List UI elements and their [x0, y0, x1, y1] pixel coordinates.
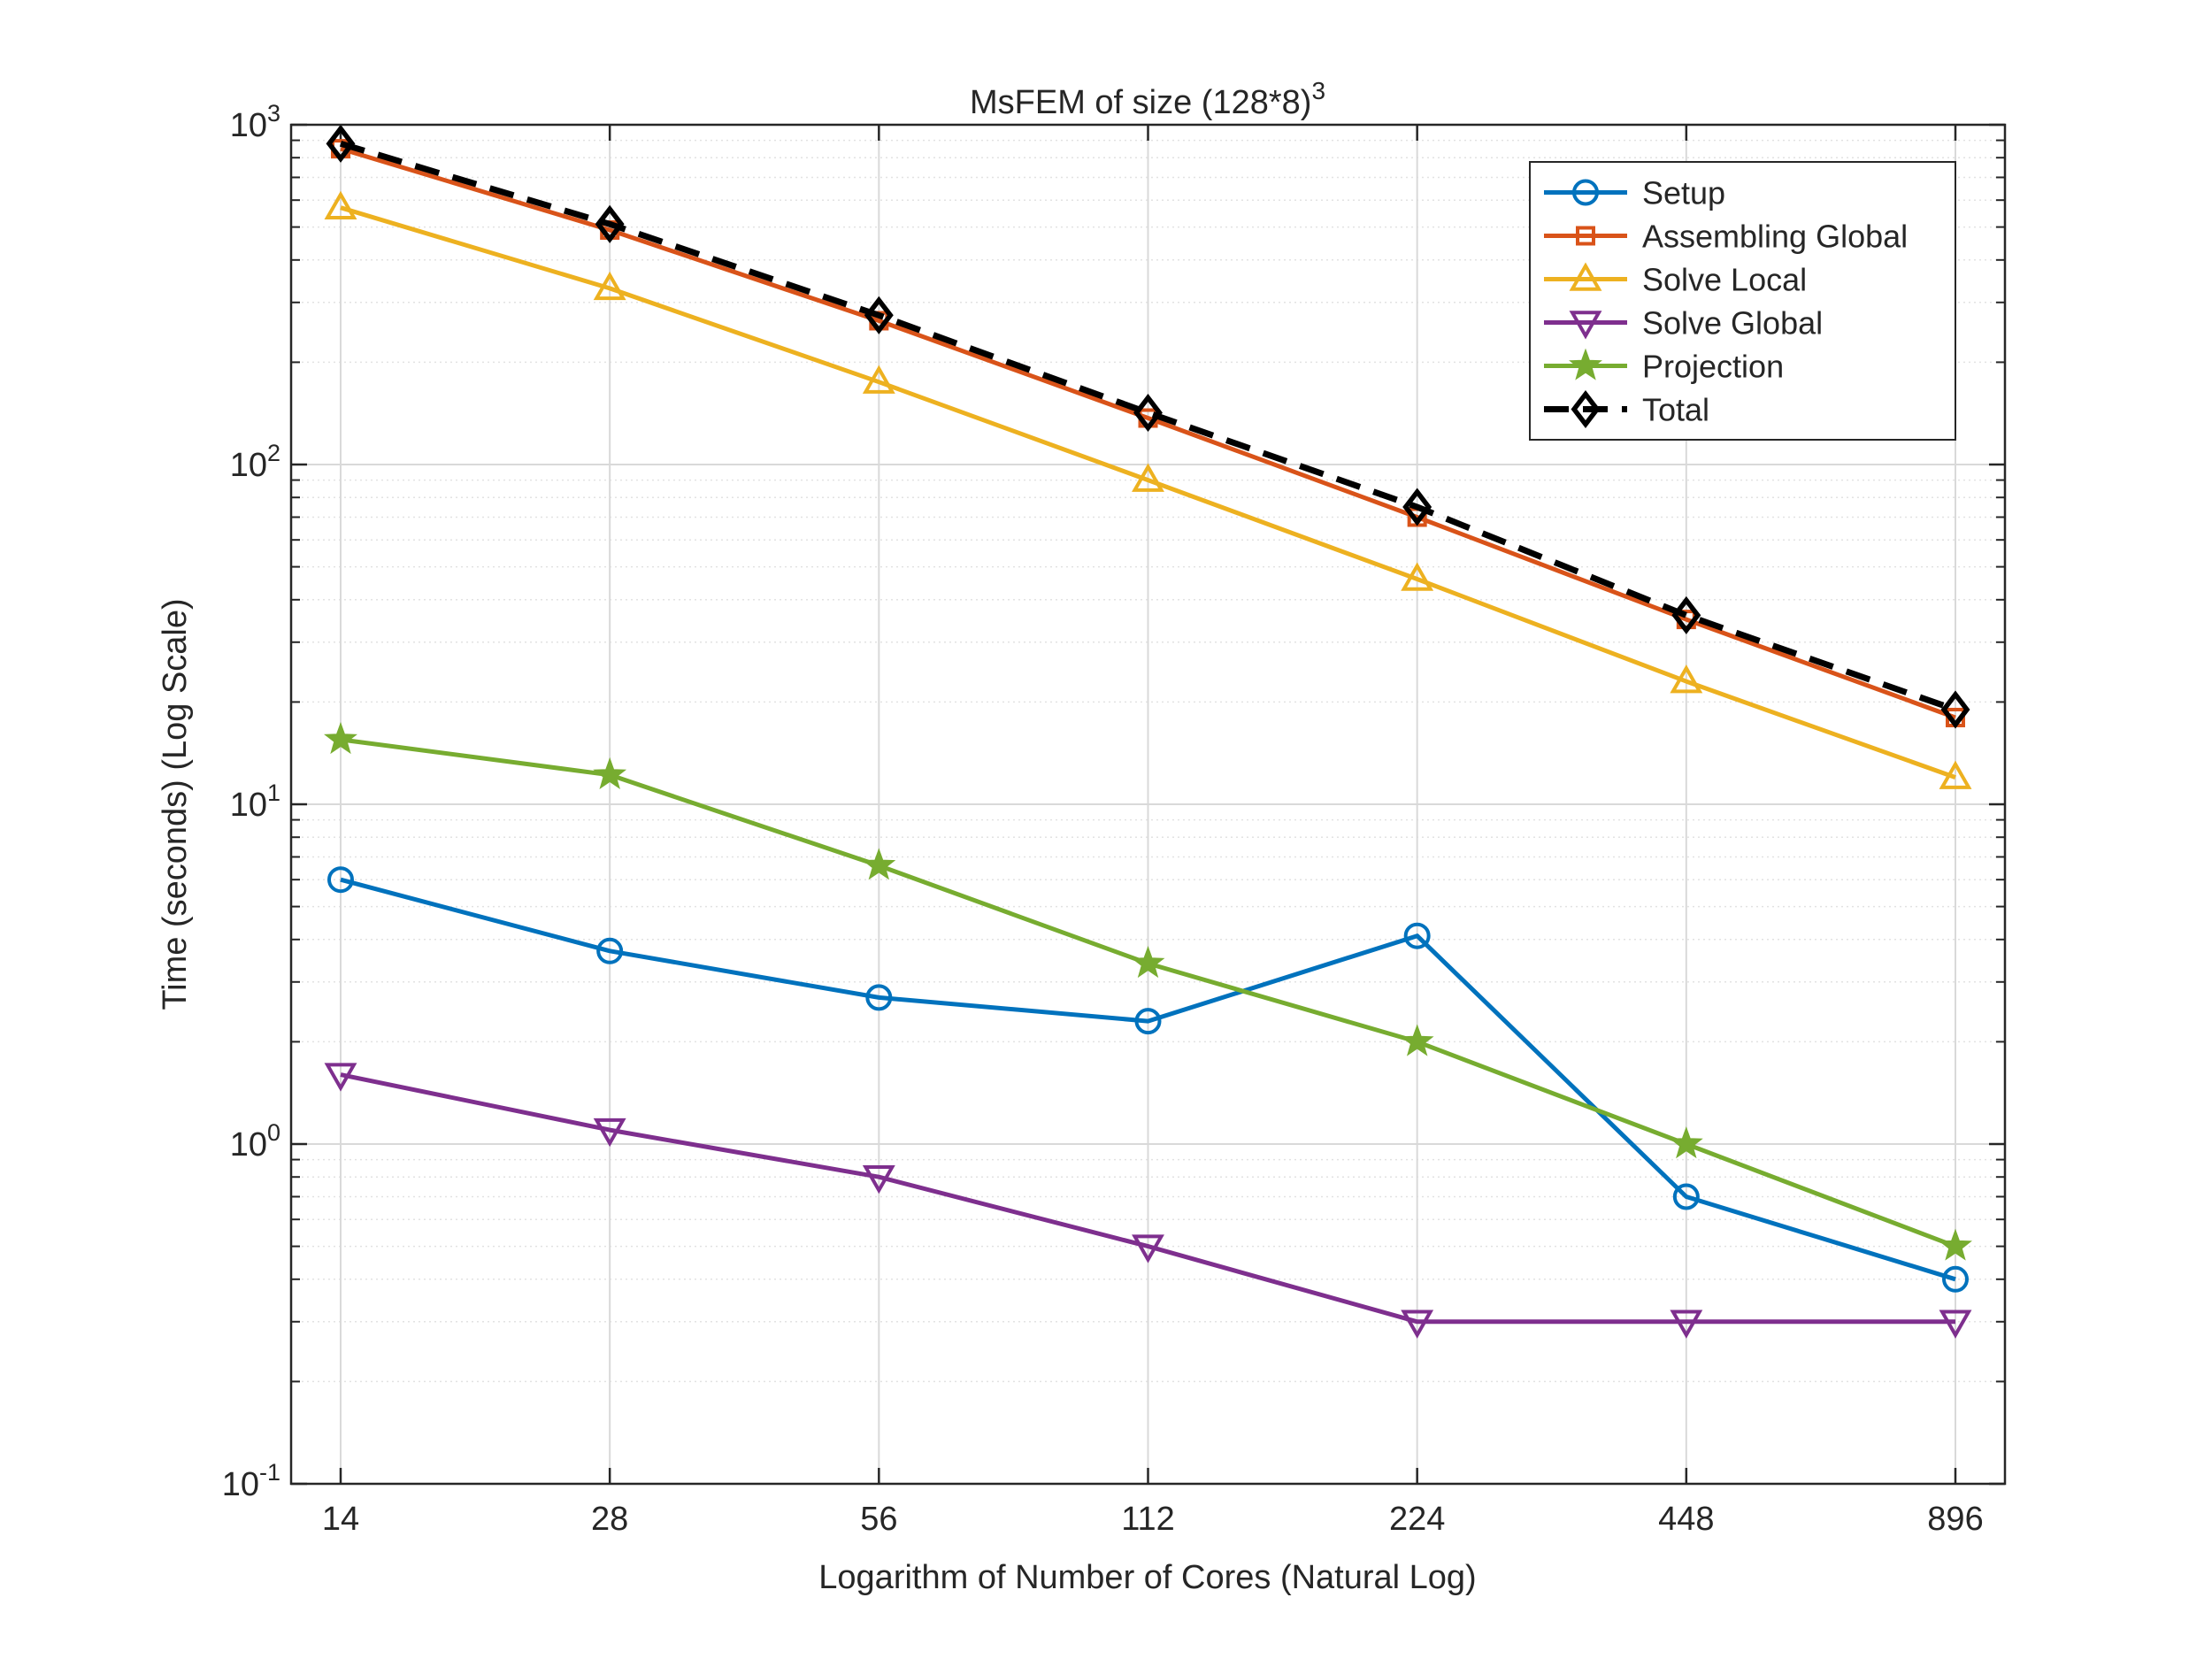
data-point-solve-local [1132, 463, 1164, 492]
legend: Setup Assembling Global Solve Local Solve G… [1529, 161, 1956, 441]
legend-label-solve-local: Solve Local [1642, 262, 1807, 298]
data-point-solve-global [1401, 1310, 1434, 1339]
series-line-total [339, 140, 1957, 713]
data-point-solve-local [1401, 562, 1434, 591]
data-point-solve-global [1132, 1234, 1164, 1263]
legend-label-assembling-global: Assembling Global [1642, 219, 1908, 255]
legend-marker-setup [1572, 179, 1599, 206]
data-point-solve-global [324, 1063, 357, 1092]
y-axis-label: Time (seconds) (Log Scale) [157, 598, 194, 1010]
legend-label-total: Total [1642, 392, 1709, 428]
x-tick-label: 112 [1121, 1501, 1175, 1538]
data-point-projection [1939, 1228, 1972, 1261]
y-tick-label: 103 [230, 100, 280, 144]
data-point-solve-local [862, 365, 895, 394]
data-point-solve-local [324, 190, 357, 219]
y-tick-label: 100 [230, 1119, 280, 1164]
plot-frame [289, 123, 2007, 1486]
legend-marker-solve-global [1569, 311, 1602, 340]
chart-title-superscript: 3 [1311, 77, 1325, 104]
data-point-projection [324, 721, 357, 755]
data-point-setup [1942, 1265, 1969, 1293]
data-point-projection [1131, 945, 1165, 979]
data-point-projection [593, 757, 627, 789]
series-projection [324, 721, 1972, 1261]
x-tick-label: 448 [1658, 1501, 1714, 1538]
data-point-setup [327, 866, 354, 894]
chart-title: MsFEM of size (128*8)3 [970, 77, 1325, 121]
data-point-solve-local [593, 271, 626, 301]
x-tick-label: 896 [1927, 1501, 1983, 1538]
legend-label-solve-global: Solve Global [1642, 305, 1823, 342]
legend-label-projection: Projection [1642, 349, 1784, 385]
data-point-solve-global [1670, 1310, 1703, 1339]
x-tick-label: 56 [860, 1501, 897, 1538]
series-solve-global [324, 1063, 1972, 1339]
data-point-total [326, 124, 356, 163]
legend-label-setup: Setup [1642, 175, 1725, 211]
legend-marker-solve-local [1569, 262, 1602, 291]
data-point-projection [1669, 1126, 1703, 1159]
x-tick-label: 224 [1389, 1501, 1445, 1538]
x-axis-label: Logarithm of Number of Cores (Natural Lo… [818, 1559, 1476, 1596]
data-point-total [1671, 595, 1701, 634]
y-tick-label: 101 [230, 780, 280, 824]
data-point-setup [1403, 922, 1431, 949]
data-point-projection [862, 848, 896, 880]
data-point-setup [596, 937, 624, 964]
data-point-total [1133, 393, 1163, 433]
data-point-total [1402, 488, 1432, 526]
series-line-assembling-global [340, 146, 1956, 720]
legend-marker-projection [1569, 348, 1602, 380]
x-tick-label: 28 [591, 1501, 628, 1538]
data-point-total [595, 204, 625, 243]
series-solve-local [324, 190, 1972, 789]
y-tick-label: 102 [230, 440, 280, 484]
data-point-setup [1672, 1183, 1700, 1210]
y-tick-label: 10-1 [222, 1459, 280, 1503]
data-point-total [864, 296, 894, 334]
data-point-projection [1400, 1024, 1434, 1056]
series-setup [327, 866, 1969, 1293]
series-line-solve-global [340, 1072, 1955, 1325]
chart-title-main: MsFEM of size (128*8) [970, 84, 1311, 121]
data-point-setup [865, 984, 893, 1011]
legend-marker-assembling-global [1576, 226, 1595, 246]
axis-ticks [291, 123, 2005, 1486]
series-line-solve-local [340, 205, 1956, 780]
x-tick-label: 14 [322, 1501, 359, 1538]
series-line-setup [340, 877, 1956, 1282]
legend-box [1529, 161, 1956, 441]
data-point-setup [1134, 1008, 1162, 1035]
data-point-solve-global [593, 1118, 626, 1148]
data-point-solve-local [1670, 664, 1703, 694]
legend-marker-total [1571, 389, 1601, 429]
data-point-solve-global [1939, 1310, 1972, 1339]
series-total [326, 124, 1970, 729]
data-point-total [1940, 690, 1970, 729]
data-point-solve-global [862, 1164, 895, 1194]
data-point-solve-local [1939, 760, 1972, 789]
series-lines [324, 124, 1972, 1339]
tick-labels: 10-1 100 101 102 103 14 28 56 112 224 448 896 [222, 100, 1984, 1538]
